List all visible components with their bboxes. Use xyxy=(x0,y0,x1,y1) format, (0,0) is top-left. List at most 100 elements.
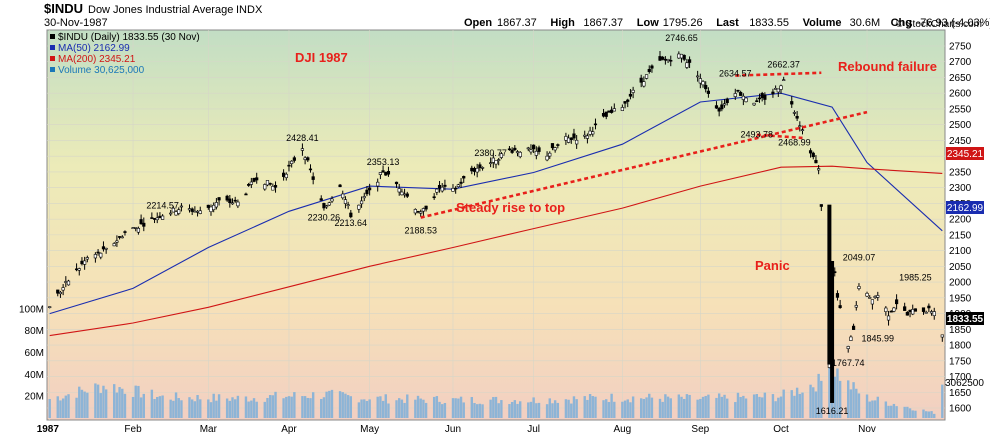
volume-bar xyxy=(188,397,191,418)
volume-bar xyxy=(268,395,272,418)
price-tick: 2050 xyxy=(949,262,972,273)
legend-entry: MA(200) 2345.21 xyxy=(58,54,136,65)
volume-bar xyxy=(833,376,836,418)
price-body xyxy=(626,99,630,102)
price-body xyxy=(120,236,124,239)
volume-bar xyxy=(793,395,796,418)
volume-bar xyxy=(927,411,931,418)
volume-bar xyxy=(941,384,944,418)
volume-bar xyxy=(398,398,401,418)
volume-bar xyxy=(462,402,465,418)
price-body xyxy=(161,215,165,220)
volume-bar xyxy=(642,398,646,418)
volume-bar xyxy=(717,393,721,418)
volume-bar xyxy=(529,401,533,418)
price-point-label: 1767.74 xyxy=(832,358,865,368)
volume-bar xyxy=(193,401,197,418)
price-body xyxy=(456,184,460,188)
price-body xyxy=(327,202,331,206)
volume-bar xyxy=(48,399,51,418)
price-point-label: 2230.26 xyxy=(308,213,341,223)
quote-bar: Open 1867.37 High 1867.37 Low 1795.26 Last 1833… xyxy=(464,17,990,29)
volume-bar xyxy=(282,398,285,418)
price-body xyxy=(940,334,944,338)
price-body xyxy=(779,85,783,90)
volume-tick: 100M xyxy=(19,304,44,315)
price-body xyxy=(115,240,119,243)
volume-bar xyxy=(838,380,842,418)
price-body xyxy=(212,204,216,211)
volume-bar xyxy=(683,398,686,418)
price-body xyxy=(169,212,173,215)
volume-bar xyxy=(586,399,589,418)
price-body xyxy=(569,137,573,140)
price-body xyxy=(491,157,495,163)
price-body xyxy=(771,91,775,95)
price-body xyxy=(343,199,348,204)
price-body xyxy=(134,227,138,229)
price-body xyxy=(908,309,912,313)
annotation-panic: Panic xyxy=(755,258,790,273)
price-body xyxy=(564,136,568,141)
volume-bar xyxy=(658,398,662,418)
price-tick: 2300 xyxy=(949,183,972,194)
volume-bar xyxy=(306,397,309,418)
volume-bar xyxy=(199,399,202,418)
volume-bar xyxy=(575,399,578,418)
volume-bar xyxy=(473,402,476,418)
price-body xyxy=(155,217,159,221)
volume-bar xyxy=(263,401,266,418)
price-body xyxy=(921,307,926,312)
price-body xyxy=(346,204,350,206)
volume-bar xyxy=(492,397,495,418)
price-body xyxy=(658,56,662,61)
annotation-dji-1987: DJI 1987 xyxy=(295,50,348,65)
price-body xyxy=(744,97,748,103)
volume-bar xyxy=(752,394,756,418)
price-body xyxy=(424,205,428,210)
volume-bar xyxy=(873,400,877,418)
price-body xyxy=(381,170,385,173)
volume-bar xyxy=(255,401,258,418)
price-body xyxy=(459,181,463,184)
price-body xyxy=(136,228,141,233)
volume-bar xyxy=(414,399,417,418)
price-body xyxy=(225,195,229,201)
volume-bar xyxy=(817,373,820,418)
volume-bar xyxy=(475,404,479,418)
price-body xyxy=(556,144,560,146)
volume-bar xyxy=(293,392,296,418)
volume-bar xyxy=(64,395,68,418)
price-body xyxy=(607,110,611,113)
volume-tick: 20M xyxy=(25,392,44,403)
price-point-label: 2188.53 xyxy=(404,226,437,236)
price-body xyxy=(368,187,372,191)
price-body xyxy=(77,268,81,271)
ma200-line xyxy=(49,165,943,337)
volume-bar xyxy=(567,399,570,418)
volume-bar xyxy=(96,384,100,418)
price-body xyxy=(195,211,200,213)
price-body xyxy=(647,69,651,73)
price-body xyxy=(644,74,649,79)
volume-bar xyxy=(328,390,331,418)
date-axis: 1987 Feb Mar Apr May Jun Jul Aug Sep Oct Nov xyxy=(37,424,876,435)
price-body xyxy=(763,94,767,100)
volume-bar xyxy=(570,403,573,418)
price-body xyxy=(927,305,931,309)
volume-bar xyxy=(631,396,635,418)
price-point-label: 1616.21 xyxy=(816,406,849,416)
volume-bar xyxy=(387,403,390,418)
volume-bar xyxy=(836,368,839,418)
price-body xyxy=(515,151,520,154)
volume-bar xyxy=(443,402,447,418)
volume-bar xyxy=(892,403,896,418)
ma50-tag xyxy=(946,201,984,214)
price-body xyxy=(548,152,552,157)
price-body xyxy=(795,115,799,119)
price-body xyxy=(177,209,181,214)
volume-bar xyxy=(244,396,248,418)
volume-bar xyxy=(311,392,315,418)
volume-bar xyxy=(648,393,651,418)
quote-label: Volume xyxy=(803,17,842,29)
